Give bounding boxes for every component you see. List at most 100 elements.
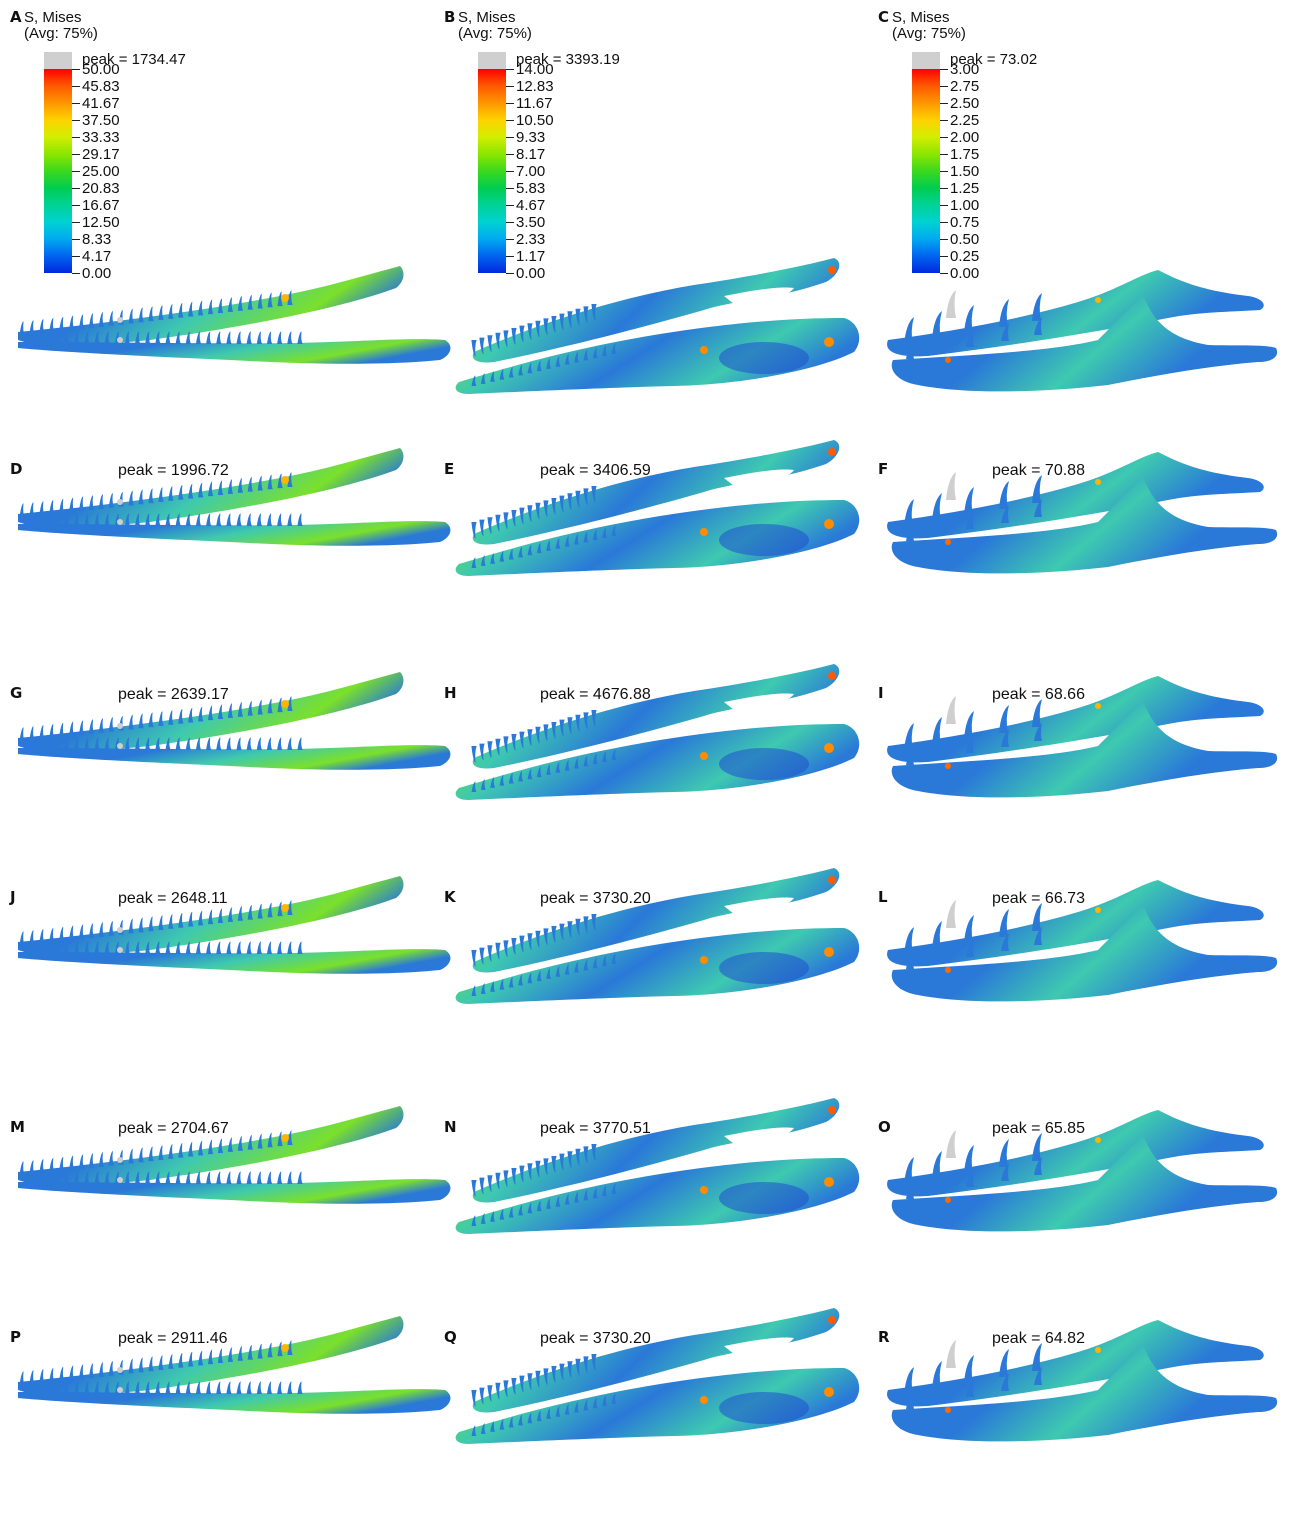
- upper-tooth: [198, 482, 204, 498]
- lower-tooth: [592, 529, 598, 541]
- legend-swatch: [44, 222, 72, 239]
- upper-fang: [932, 1361, 942, 1389]
- lower-jaw: [18, 521, 451, 546]
- upper-fang: [964, 305, 974, 333]
- lower-tooth: [236, 941, 242, 954]
- hot-spot: [828, 1106, 836, 1114]
- upper-tooth: [78, 720, 85, 736]
- lower-tooth: [246, 331, 252, 344]
- panel-label: G: [10, 684, 23, 702]
- legend-swatch: [44, 171, 72, 188]
- upper-tooth: [188, 1351, 194, 1367]
- lower-tooth: [499, 551, 505, 562]
- lower-fang: [934, 517, 942, 535]
- lower-tooth: [583, 1189, 589, 1201]
- lower-jaw: [891, 701, 1278, 798]
- upper-tooth: [267, 698, 273, 714]
- upper-tooth: [178, 484, 184, 500]
- legend-tick: [72, 273, 80, 274]
- upper-tooth: [198, 1140, 204, 1156]
- upper-tooth: [471, 522, 477, 539]
- lower-tooth: [592, 1397, 598, 1409]
- lower-tooth: [53, 941, 60, 954]
- croc-jaw: [455, 440, 860, 576]
- fanged-jaw: [887, 1320, 1278, 1442]
- lower-tooth: [564, 1194, 570, 1205]
- legend-value: 0.00: [950, 265, 980, 282]
- lower-tooth: [84, 1171, 90, 1184]
- upper-tooth: [217, 480, 224, 496]
- lower-tooth: [104, 1171, 110, 1184]
- lower-jaw: [455, 500, 860, 576]
- lower-tooth: [155, 1381, 161, 1394]
- lower-tooth: [555, 762, 561, 773]
- lower-jaw: [18, 1179, 451, 1204]
- lower-jaw: [18, 339, 451, 364]
- lower-tooth: [297, 331, 303, 344]
- lower-tooth: [546, 968, 552, 979]
- upper-tooth: [168, 486, 174, 501]
- stress-legend: S, Mises (Avg: 75%) peak = 3393.19 14.00 12…: [458, 10, 620, 282]
- upper-tooth: [535, 1160, 541, 1178]
- upper-tooth: [543, 1368, 549, 1386]
- lower-tooth: [145, 941, 151, 954]
- legend-value: 37.50: [82, 112, 120, 129]
- upper-fang: [904, 1367, 914, 1395]
- peak-fang: [946, 900, 956, 928]
- peak-label: peak = 3770.51: [540, 1120, 651, 1137]
- upper-fang: [932, 311, 942, 339]
- upper-tooth: [503, 512, 509, 530]
- upper-tooth: [138, 1357, 144, 1373]
- upper-tooth: [551, 1156, 557, 1173]
- upper-tooth: [277, 901, 283, 917]
- hot-spot: [828, 266, 836, 274]
- lower-fang: [906, 951, 914, 969]
- upper-tooth: [69, 925, 75, 941]
- legend-tick: [940, 188, 948, 189]
- lower-tooth: [43, 737, 49, 750]
- lower-tooth: [277, 1381, 283, 1394]
- upper-tooth: [277, 291, 283, 307]
- lower-jaw: [891, 477, 1278, 574]
- lower-tooth: [574, 1402, 580, 1413]
- hot-spot: [824, 1177, 834, 1187]
- lower-tooth: [226, 737, 232, 750]
- upper-tooth: [511, 510, 517, 527]
- lower-tooth: [611, 1393, 617, 1404]
- upper-tooth: [29, 502, 35, 517]
- lower-tooth: [246, 941, 252, 954]
- lower-tooth: [518, 770, 524, 782]
- lower-tooth: [185, 1381, 191, 1394]
- legend-value: 12.50: [82, 214, 120, 231]
- upper-tooth: [39, 319, 45, 334]
- upper-tooth: [479, 1387, 485, 1405]
- legend-tick: [506, 256, 514, 257]
- lower-fang: [1034, 499, 1042, 517]
- fanged-jaw: [887, 676, 1278, 798]
- upper-tooth: [257, 699, 263, 715]
- peak-label: peak = 65.85: [992, 1120, 1085, 1137]
- legend-color-bar: [912, 52, 940, 273]
- lower-tooth: [480, 983, 486, 994]
- upper-tooth: [511, 328, 517, 345]
- legend-swatch: [478, 86, 506, 103]
- lower-tooth: [287, 1381, 293, 1394]
- upper-tooth: [138, 307, 144, 323]
- lower-tooth: [480, 1213, 486, 1224]
- upper-tooth: [575, 308, 581, 326]
- lower-fang: [1034, 1157, 1042, 1175]
- upper-tooth: [591, 486, 597, 503]
- legend-title: S, Mises (Avg: 75%): [24, 9, 98, 42]
- lower-tooth: [499, 369, 505, 380]
- legend-tick: [506, 103, 514, 104]
- lower-tooth: [94, 513, 100, 526]
- upper-tooth: [267, 1132, 273, 1148]
- lower-tooth: [536, 766, 542, 778]
- lower-tooth: [155, 941, 161, 954]
- legend-tick: [72, 205, 80, 206]
- upper-tooth: [98, 494, 105, 509]
- upper-fang: [932, 493, 942, 521]
- upper-jaw: [887, 676, 1264, 763]
- jaw-model: [455, 664, 860, 800]
